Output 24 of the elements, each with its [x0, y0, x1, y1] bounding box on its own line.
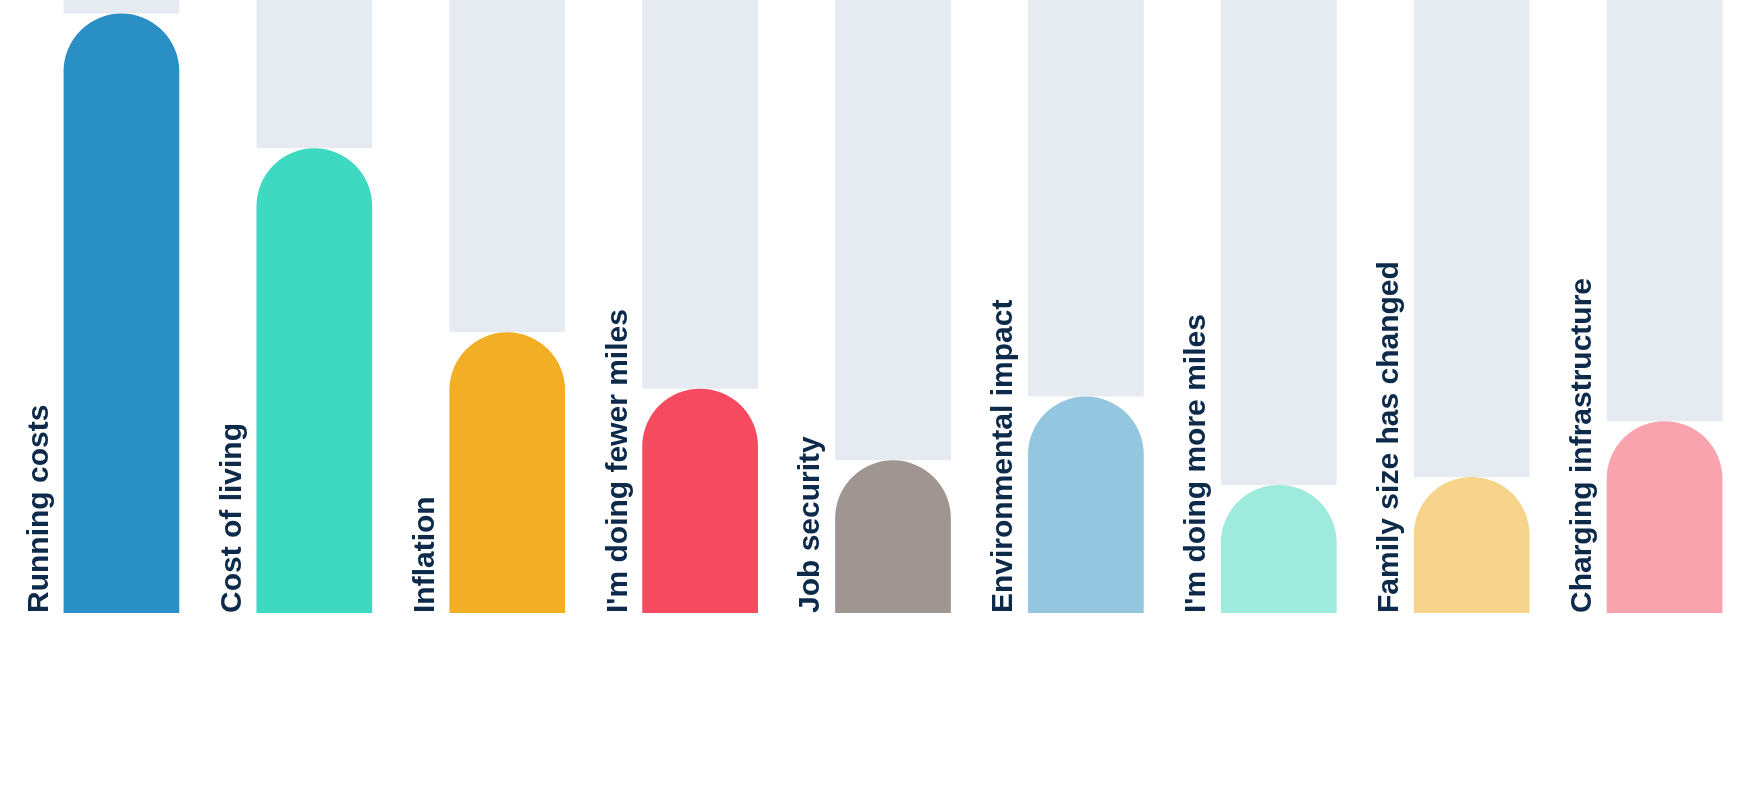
- bar: [835, 0, 951, 461]
- bar: [256, 0, 373, 149]
- bar: [63, 13, 180, 613]
- bar: [1220, 0, 1337, 485]
- x-tick-label: Inflation: [406, 496, 440, 613]
- bar: [1606, 421, 1723, 613]
- bar: [256, 148, 373, 613]
- x-tick-label: Environmental impact: [985, 299, 1019, 613]
- x-tick-label: Charging infrastructure: [1563, 277, 1597, 613]
- x-tick-label: Job security: [792, 435, 826, 613]
- bar: [1606, 0, 1723, 422]
- bar: [63, 0, 180, 14]
- bar: [642, 0, 758, 389]
- x-tick-label: I'm doing more miles: [1178, 314, 1212, 613]
- bar: [449, 332, 566, 613]
- bar: [642, 388, 758, 613]
- bar: [1413, 0, 1530, 477]
- x-tick-label: Family size has changed: [1371, 261, 1405, 613]
- bar: [1028, 0, 1144, 397]
- bar: [1028, 396, 1144, 613]
- x-tick-label: I'm doing fewer miles: [599, 309, 633, 613]
- bar: [449, 0, 566, 333]
- x-tick-label: Running costs: [20, 404, 54, 613]
- x-tick-label: Cost of living: [213, 423, 247, 613]
